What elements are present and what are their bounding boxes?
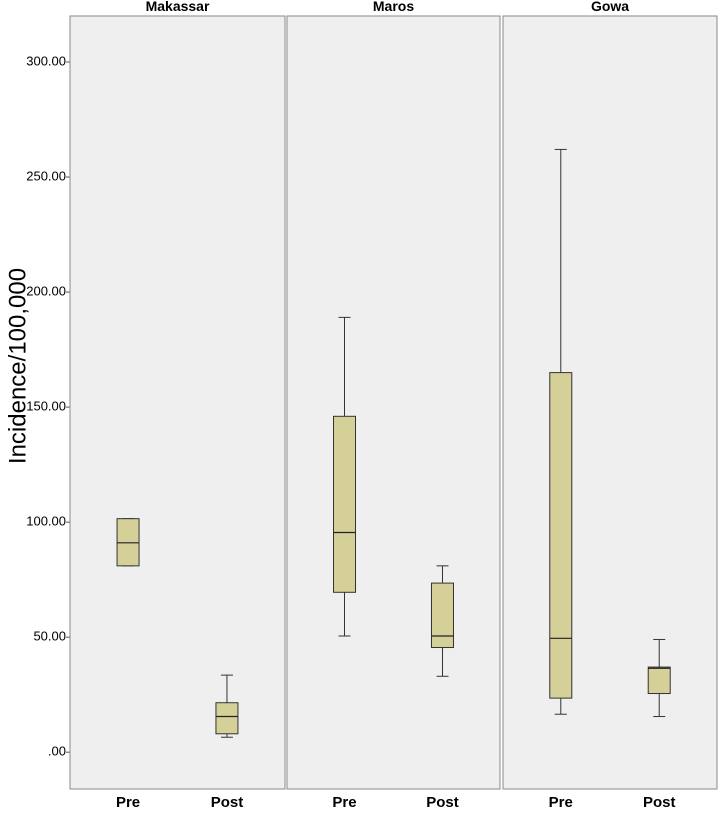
iqr-box <box>333 415 357 593</box>
facet-title: Gowa <box>591 0 629 14</box>
box-pre: Pre <box>332 316 357 811</box>
facet-title: Maros <box>373 0 414 14</box>
iqr-box <box>647 666 671 695</box>
panel-background <box>502 15 718 790</box>
x-category-label: Post <box>643 794 676 811</box>
iqr-box <box>549 372 573 699</box>
facet-gowa: Gowa Pre Post <box>502 0 718 811</box>
iqr-box <box>430 582 454 649</box>
y-tick-label: 300.00 <box>26 53 66 68</box>
panel-background <box>69 15 286 790</box>
box-post: Post <box>643 638 676 811</box>
box-post: Post <box>426 565 459 811</box>
panel-background <box>286 15 501 790</box>
x-category-label: Post <box>211 794 244 811</box>
facet-makassar: Makassar Pre Post <box>69 0 286 811</box>
y-axis-label: Incidence/100,000 <box>4 268 31 464</box>
x-category-label: Post <box>426 794 459 811</box>
y-tick-label: 250.00 <box>26 168 66 183</box>
box-pre: Pre <box>549 148 573 811</box>
x-category-label: Pre <box>332 794 356 811</box>
x-category-label: Pre <box>116 794 140 811</box>
facet-title: Makassar <box>146 0 210 14</box>
y-tick-label: 100.00 <box>26 514 66 529</box>
facet-panels: Makassar Pre Post Maros Pre Post Gowa Pre Post <box>69 0 718 811</box>
y-tick-label: 200.00 <box>26 284 66 299</box>
y-axis: .00 50.00 100.00 150.00 200.00 250.00 300.00 <box>26 53 70 759</box>
y-tick-label: .00 <box>48 744 66 759</box>
iqr-box <box>215 702 239 735</box>
y-tick-label: 150.00 <box>26 399 66 414</box>
facet-maros: Maros Pre Post <box>286 0 501 811</box>
box-pre: Pre <box>116 518 140 811</box>
x-category-label: Pre <box>549 794 573 811</box>
box-post: Post <box>211 674 244 811</box>
y-tick-label: 50.00 <box>33 629 66 644</box>
